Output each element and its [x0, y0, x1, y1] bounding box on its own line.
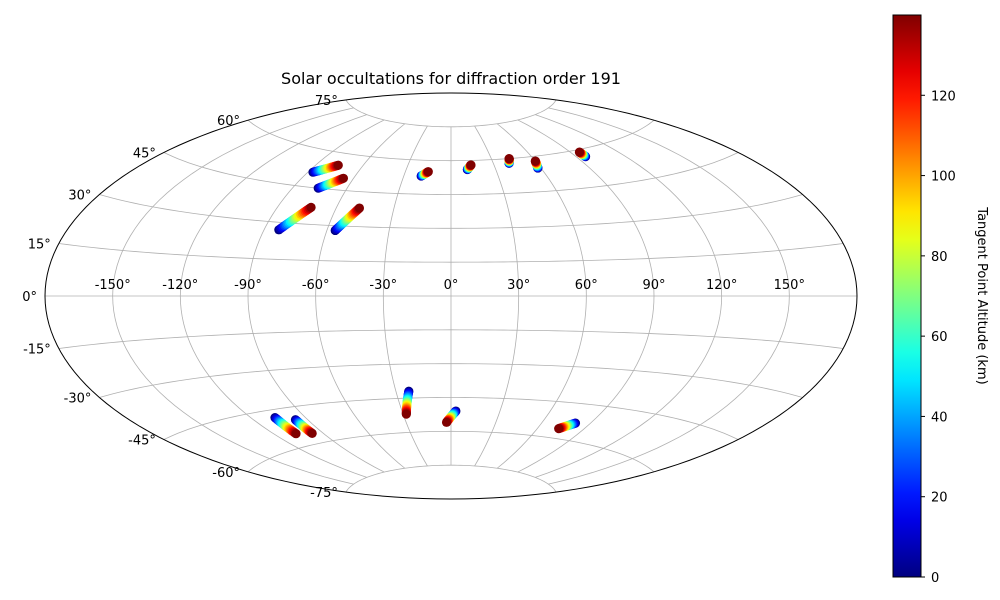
- longitude-tick-labels: -150° -120° -90° -60° -30° 0° 30° 60° 90° 120° 150…: [95, 278, 805, 293]
- y-tick-label: 30°: [68, 189, 91, 204]
- colorbar-label: Tangent Point Altitude (km): [974, 206, 989, 384]
- colorbar: [892, 14, 922, 578]
- map-graticule: [45, 99, 857, 493]
- colorbar-tick-label: 60: [931, 330, 948, 345]
- x-tick-label: -60°: [302, 278, 330, 293]
- x-tick-label: -30°: [369, 278, 397, 293]
- x-tick-label: -120°: [162, 278, 198, 293]
- occultation-track: [401, 386, 414, 419]
- x-tick-label: -150°: [95, 278, 131, 293]
- chart-title: Solar occultations for diffraction order…: [281, 69, 621, 88]
- y-tick-label: -30°: [64, 392, 92, 407]
- colorbar-tick-label: 20: [931, 491, 948, 506]
- parallel-line: [99, 194, 803, 229]
- y-tick-label: -45°: [128, 434, 156, 449]
- parallel-line: [345, 99, 557, 128]
- occultation-track: [270, 412, 301, 439]
- y-tick-label: 0°: [22, 290, 37, 305]
- altitude-point: [466, 160, 476, 170]
- occultation-track: [530, 156, 543, 173]
- x-tick-label: 0°: [444, 278, 459, 293]
- altitude-point: [441, 417, 452, 427]
- parallel-line: [58, 243, 844, 263]
- altitude-point: [554, 424, 564, 434]
- y-tick-label: 60°: [217, 114, 240, 129]
- altitude-point: [306, 202, 316, 212]
- x-tick-label: 120°: [706, 278, 737, 293]
- parallel-line: [247, 430, 655, 473]
- colorbar-tick-label: 120: [931, 89, 956, 104]
- y-tick-label: -15°: [23, 343, 51, 358]
- map-outline: [44, 92, 858, 500]
- y-tick-label: 15°: [28, 238, 51, 253]
- colorbar-tick-label: 0: [931, 571, 939, 586]
- altitude-point: [338, 173, 349, 183]
- altitude-point: [574, 147, 585, 157]
- colorbar-tick-label: 80: [931, 250, 948, 265]
- occultation-track: [313, 173, 349, 193]
- occultation-track: [462, 160, 476, 175]
- colorbar-tick-label: 40: [931, 410, 948, 425]
- occultation-track: [441, 406, 461, 427]
- y-tick-label: 45°: [133, 147, 156, 162]
- x-tick-label: -90°: [234, 278, 262, 293]
- altitude-point: [291, 429, 301, 439]
- parallel-line: [163, 152, 739, 195]
- altitude-point: [333, 160, 343, 170]
- parallel-line: [247, 119, 655, 162]
- parallel-line: [99, 363, 803, 398]
- altitude-point: [423, 167, 433, 177]
- parallel-line: [58, 329, 844, 349]
- occultation-track: [554, 418, 581, 434]
- occultation-track: [308, 160, 343, 177]
- x-tick-label: 90°: [642, 278, 665, 293]
- x-tick-label: 30°: [507, 278, 530, 293]
- occultation-track: [504, 153, 514, 168]
- colorbar-ticks: 0 20 40 60 80 100 120: [921, 89, 956, 586]
- y-tick-label: 75°: [315, 94, 338, 109]
- x-tick-label: 60°: [575, 278, 598, 293]
- occultation-track: [274, 202, 316, 235]
- occultation-track: [416, 167, 433, 181]
- colorbar-tick-label: 100: [931, 170, 956, 185]
- y-tick-label: -60°: [212, 466, 240, 481]
- altitude-point: [307, 428, 317, 439]
- altitude-point: [354, 203, 365, 213]
- altitude-point: [504, 153, 514, 164]
- x-tick-label: 150°: [774, 278, 805, 293]
- occultation-tracks: [270, 147, 591, 439]
- y-tick-label: -75°: [310, 486, 338, 501]
- occultation-track: [574, 147, 591, 162]
- parallel-line: [163, 397, 739, 440]
- occultation-track: [290, 415, 317, 439]
- latitude-tick-labels: -75° -60° -45° -30° -15° 0° 15° 30° 45° 60° 75°: [22, 94, 338, 501]
- altitude-point: [401, 409, 411, 419]
- parallel-line: [345, 464, 557, 493]
- altitude-point: [530, 156, 540, 166]
- occultation-track: [330, 203, 365, 236]
